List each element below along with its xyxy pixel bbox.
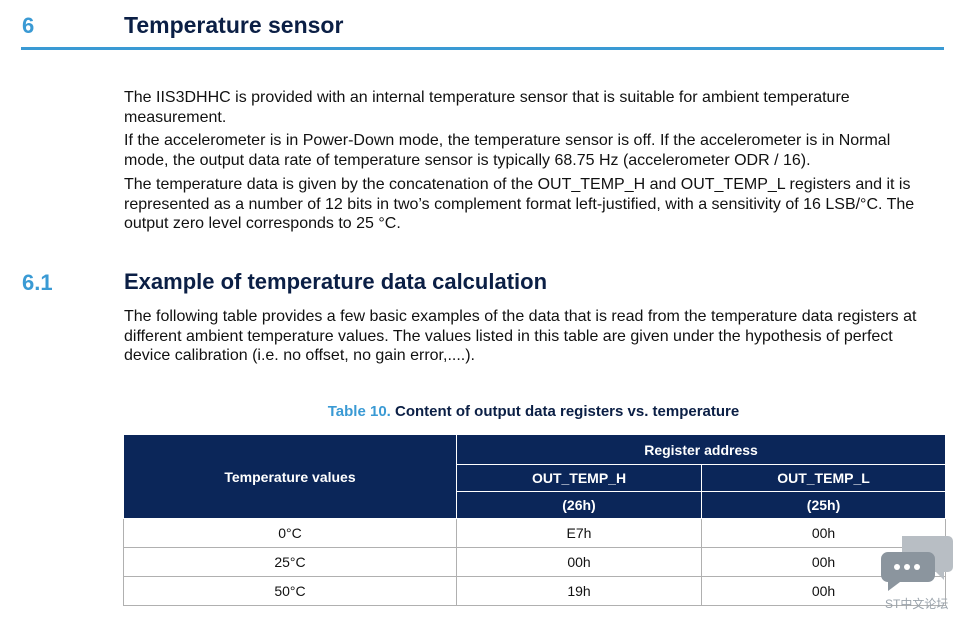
paragraph: If the accelerometer is in Power-Down mo… bbox=[124, 132, 891, 169]
paragraph: The temperature data is given by the con… bbox=[124, 176, 915, 233]
table-caption: Table 10. Content of output data registe… bbox=[123, 403, 944, 420]
section-title: Temperature sensor bbox=[124, 12, 344, 38]
table-row: 25°C 00h 00h bbox=[123, 547, 947, 577]
caption-text: Content of output data registers vs. tem… bbox=[395, 403, 740, 420]
header-cell: (25h) bbox=[700, 491, 947, 519]
table-row: 0°C E7h 00h bbox=[123, 518, 947, 548]
table-cell: 50°C bbox=[123, 576, 457, 606]
heading-rule bbox=[21, 47, 944, 50]
section-number: 6 bbox=[22, 13, 35, 38]
table-cell: 0°C bbox=[123, 518, 457, 548]
table-cell: E7h bbox=[456, 518, 702, 548]
paragraph: The following table provides a few basic… bbox=[124, 308, 917, 365]
header-cell: Temperature values bbox=[123, 434, 457, 519]
section-number: 6.1 bbox=[22, 270, 53, 295]
caption-label: Table 10. bbox=[327, 403, 391, 420]
table-cell: 25°C bbox=[123, 547, 457, 577]
data-table: Temperature values Register address OUT_T… bbox=[123, 434, 947, 606]
table-row: 50°C 19h 00h bbox=[123, 576, 947, 606]
watermark-icon bbox=[881, 536, 953, 591]
header-cell: Register address bbox=[455, 434, 947, 465]
header-cell: (26h) bbox=[456, 491, 702, 519]
section-title: Example of temperature data calculation bbox=[124, 269, 548, 294]
watermark-text: ST中文论坛 bbox=[885, 597, 949, 611]
table-cell: 00h bbox=[456, 547, 702, 577]
paragraph: The IIS3DHHC is provided with an interna… bbox=[124, 89, 850, 126]
header-cell: OUT_TEMP_H bbox=[456, 464, 702, 492]
header-cell: OUT_TEMP_L bbox=[700, 464, 947, 492]
table-cell: 19h bbox=[456, 576, 702, 606]
